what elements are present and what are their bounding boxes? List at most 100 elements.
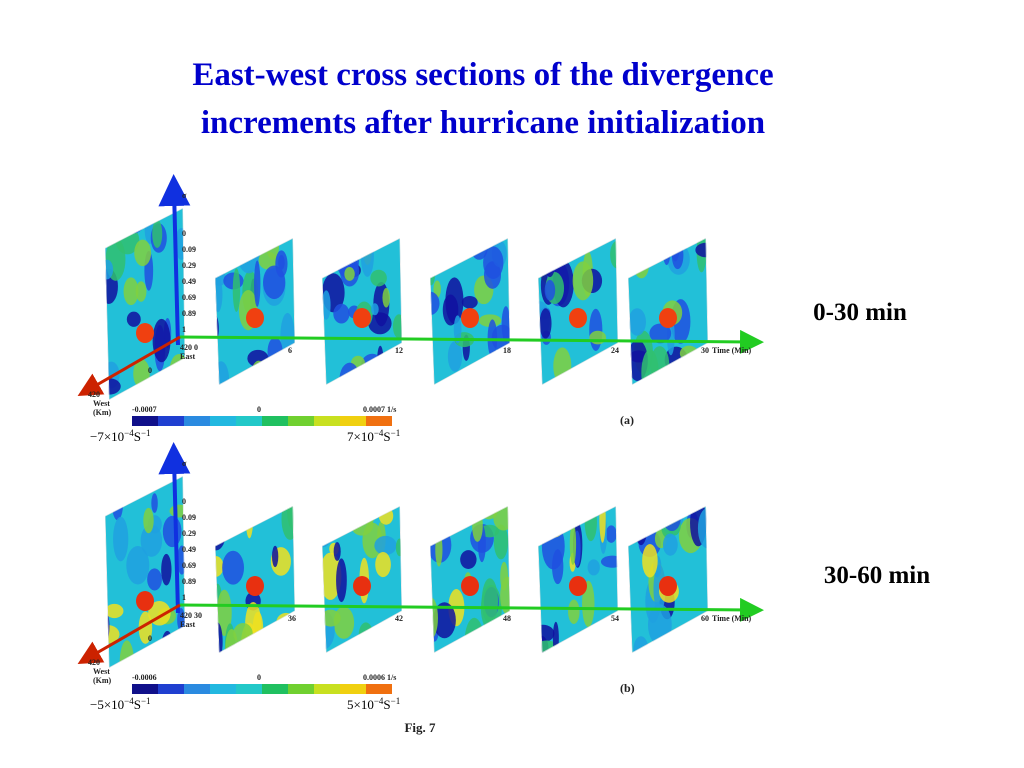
section-blob bbox=[370, 269, 387, 287]
section-blob bbox=[548, 506, 558, 523]
formula-unit: S bbox=[134, 697, 141, 712]
sigma-name: σ bbox=[182, 191, 187, 200]
section-blob bbox=[249, 360, 268, 385]
colorbar-cell bbox=[340, 684, 366, 694]
formula-exp: −4 bbox=[374, 696, 384, 706]
section-blob bbox=[460, 550, 477, 570]
time-name: Time (Min) bbox=[712, 614, 752, 623]
cross-section bbox=[628, 238, 708, 385]
colorbar-cell bbox=[262, 416, 288, 426]
west-unit: (Km) bbox=[93, 408, 112, 417]
section-blob bbox=[569, 522, 577, 566]
formula-unit: S bbox=[134, 429, 141, 444]
sigma-tick-label: 0.09 bbox=[182, 245, 196, 254]
time-tick-label: 12 bbox=[395, 346, 403, 355]
colorbar-cell bbox=[314, 684, 340, 694]
section-blob bbox=[600, 555, 618, 568]
section-blob bbox=[442, 294, 459, 326]
formula-coef: −5×10 bbox=[90, 697, 124, 712]
section-blob bbox=[123, 277, 139, 306]
section-blob bbox=[544, 279, 556, 301]
sigma-tick-label: 1 bbox=[182, 325, 186, 334]
time-tick-label: 60 bbox=[701, 614, 709, 623]
section-blob bbox=[572, 261, 594, 301]
origin-label: 0 bbox=[194, 343, 198, 352]
section-blob bbox=[552, 621, 559, 653]
section-blob bbox=[582, 580, 595, 628]
section-blob bbox=[358, 622, 374, 648]
section-blob bbox=[450, 246, 463, 263]
section-blob bbox=[472, 509, 483, 542]
section-blob bbox=[633, 636, 649, 653]
section-blob bbox=[111, 485, 124, 521]
section-blob bbox=[569, 308, 587, 328]
section-blob bbox=[160, 630, 174, 668]
colorbar-cell bbox=[184, 416, 210, 426]
section-blob bbox=[649, 323, 672, 344]
section-blob bbox=[642, 543, 658, 578]
time-axis bbox=[179, 597, 764, 622]
section-blob bbox=[589, 308, 603, 352]
section-blob bbox=[584, 506, 597, 542]
section-blob bbox=[258, 251, 277, 270]
section-blob bbox=[659, 576, 677, 596]
time-tick-label: 18 bbox=[503, 346, 511, 355]
colorbar-cell bbox=[288, 684, 314, 694]
section-blob bbox=[641, 349, 659, 385]
section-blob bbox=[225, 521, 241, 535]
time-tick-label: 54 bbox=[611, 614, 619, 623]
east-name: East bbox=[180, 620, 195, 629]
formula-coef: 5×10 bbox=[347, 697, 374, 712]
section-blob bbox=[382, 287, 390, 308]
section-blob bbox=[433, 602, 456, 639]
section-blob bbox=[350, 238, 368, 247]
section-blob bbox=[461, 576, 479, 596]
scale-formula: −7×10−4S−1 bbox=[90, 428, 151, 444]
section-blob bbox=[435, 532, 443, 567]
colorbar-cell bbox=[184, 684, 210, 694]
colorbar-label: 0.0007 1/s bbox=[363, 405, 396, 414]
colorbar-label: 0 bbox=[257, 405, 261, 414]
section-blob bbox=[215, 361, 230, 385]
section-blob bbox=[659, 308, 677, 328]
cross-section bbox=[538, 238, 618, 385]
sigma-axis bbox=[158, 442, 191, 614]
colorbar-cell bbox=[158, 684, 184, 694]
section-blob bbox=[333, 542, 341, 561]
section-blob bbox=[344, 267, 355, 281]
section-blob bbox=[233, 622, 253, 645]
colorbar-cell bbox=[314, 416, 340, 426]
cross-section bbox=[105, 208, 185, 400]
formula-coef: −7×10 bbox=[90, 429, 124, 444]
formula-exp: −1 bbox=[391, 696, 401, 706]
section-blob bbox=[215, 276, 223, 313]
title-line: East-west cross sections of the divergen… bbox=[192, 57, 773, 93]
cross-section bbox=[215, 238, 295, 385]
section-blob bbox=[371, 303, 379, 316]
section-blob bbox=[232, 268, 241, 312]
section-blob bbox=[553, 347, 572, 385]
section-blob bbox=[588, 632, 607, 646]
sigma-tick-label: 0.49 bbox=[182, 277, 196, 286]
section-blob bbox=[447, 341, 463, 372]
section-blob bbox=[464, 617, 484, 653]
section-blob bbox=[105, 259, 114, 280]
section-blob bbox=[430, 597, 438, 639]
cross-section bbox=[538, 506, 618, 653]
formula-exp: −1 bbox=[391, 428, 401, 438]
sigma-tick-label: 0.49 bbox=[182, 545, 196, 554]
west-axis bbox=[77, 335, 181, 396]
section-blob bbox=[461, 308, 479, 328]
west-tick-label: 420 bbox=[88, 390, 100, 399]
cross-section bbox=[430, 506, 510, 653]
sigma-axis bbox=[158, 174, 191, 346]
section-blob bbox=[347, 506, 364, 529]
section-blob bbox=[136, 591, 154, 611]
sigma-tick-label: 0 bbox=[182, 229, 186, 238]
formula-exp: −4 bbox=[374, 428, 384, 438]
cross-section bbox=[430, 238, 510, 385]
sigma-tick-label: 1 bbox=[182, 593, 186, 602]
time-axis bbox=[179, 329, 764, 354]
title-line: increments after hurricane initializatio… bbox=[201, 105, 765, 141]
section-blob bbox=[351, 515, 374, 536]
